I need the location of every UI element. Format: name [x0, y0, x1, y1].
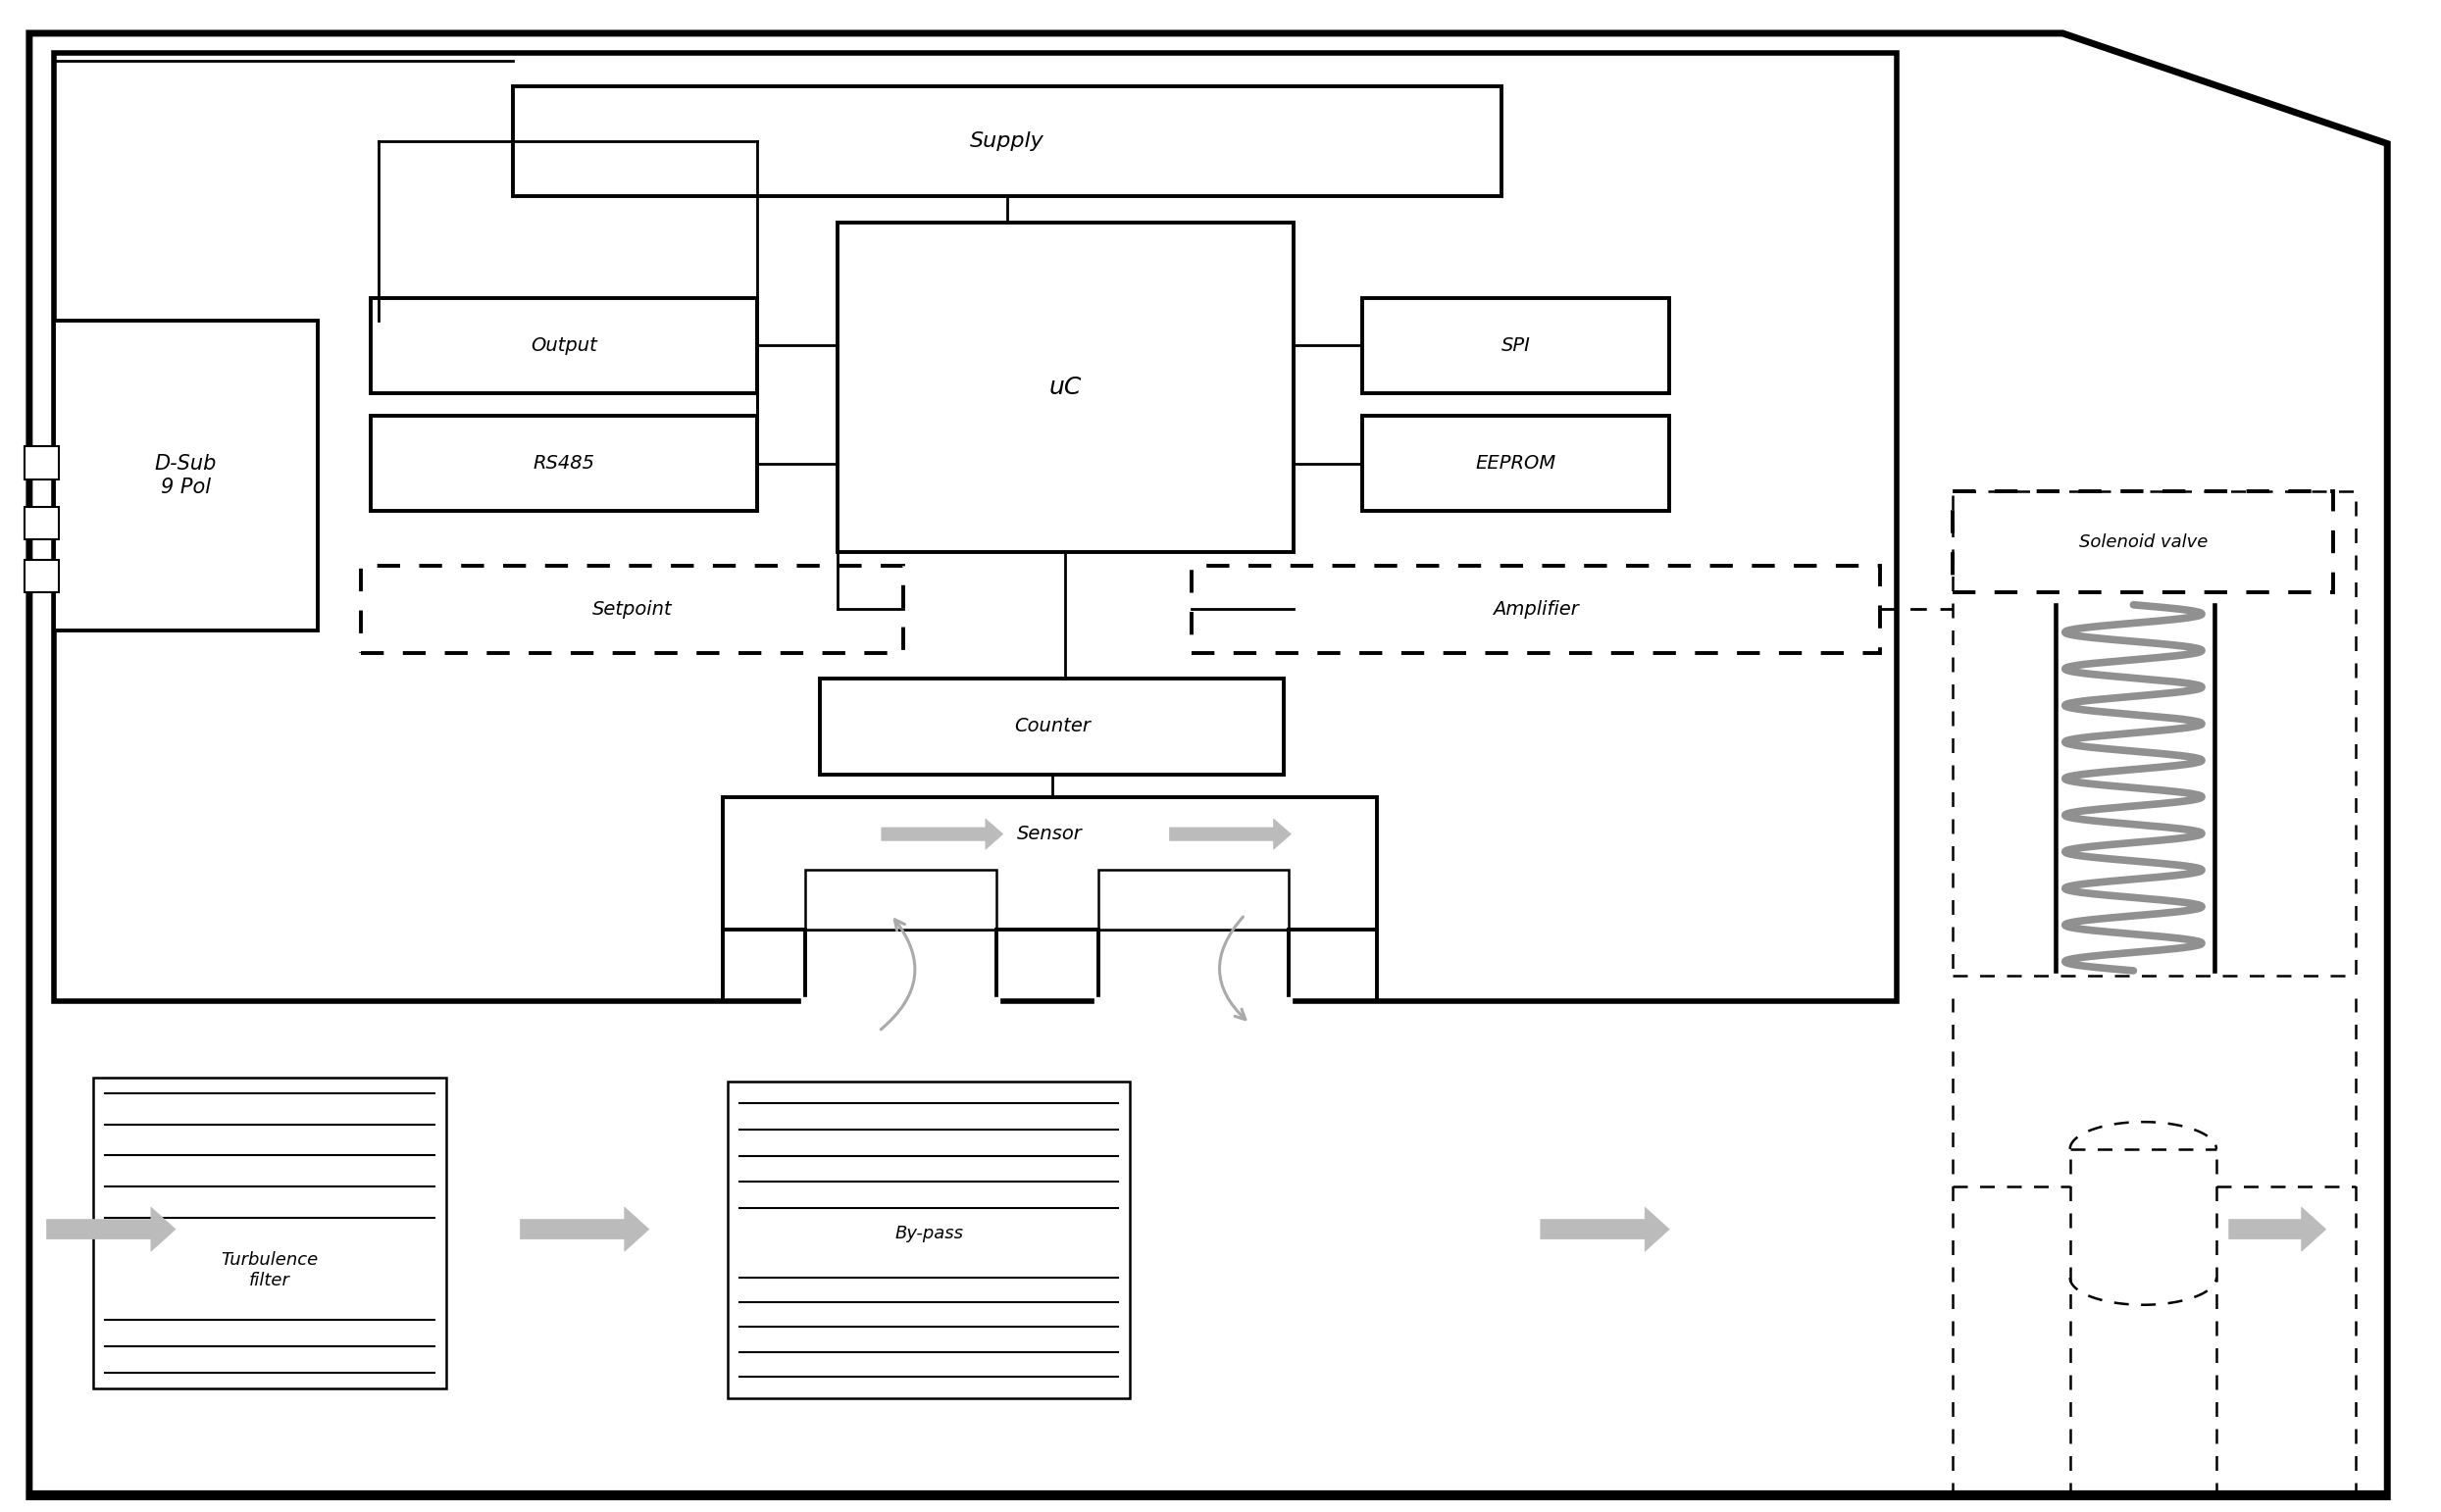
Bar: [1098, 869, 1289, 930]
Bar: [371, 298, 757, 393]
Text: Amplifier: Amplifier: [1491, 600, 1579, 618]
Text: Solenoid valve: Solenoid valve: [2080, 534, 2207, 550]
Bar: [513, 86, 1501, 197]
Bar: [1362, 416, 1670, 511]
Text: Output: Output: [530, 336, 598, 355]
Bar: [820, 679, 1284, 774]
Text: D-Sub
9 Pol: D-Sub 9 Pol: [154, 454, 217, 497]
Text: Counter: Counter: [1013, 717, 1091, 736]
Text: Supply: Supply: [969, 132, 1045, 151]
Text: Setpoint: Setpoint: [593, 600, 671, 618]
Text: Turbulence
filter: Turbulence filter: [222, 1252, 317, 1290]
Bar: [1362, 298, 1670, 393]
Text: By-pass: By-pass: [893, 1225, 964, 1243]
Bar: [837, 222, 1294, 552]
Bar: [1953, 491, 2356, 975]
Text: RS485: RS485: [532, 454, 596, 473]
Bar: [723, 797, 1377, 930]
Text: EEPROM: EEPROM: [1474, 454, 1557, 473]
Bar: [24, 507, 59, 540]
Polygon shape: [29, 33, 2387, 1497]
Bar: [93, 1078, 447, 1388]
Text: uC: uC: [1050, 375, 1081, 399]
Bar: [806, 869, 996, 930]
Bar: [727, 1081, 1130, 1399]
Bar: [371, 416, 757, 511]
Bar: [54, 321, 317, 631]
Bar: [1953, 491, 2334, 593]
Text: SPI: SPI: [1501, 336, 1531, 355]
Text: Sensor: Sensor: [1018, 824, 1081, 844]
Bar: [361, 565, 903, 653]
Bar: [24, 446, 59, 479]
Bar: [24, 559, 59, 593]
Bar: [54, 53, 1897, 1001]
Bar: [1191, 565, 1880, 653]
